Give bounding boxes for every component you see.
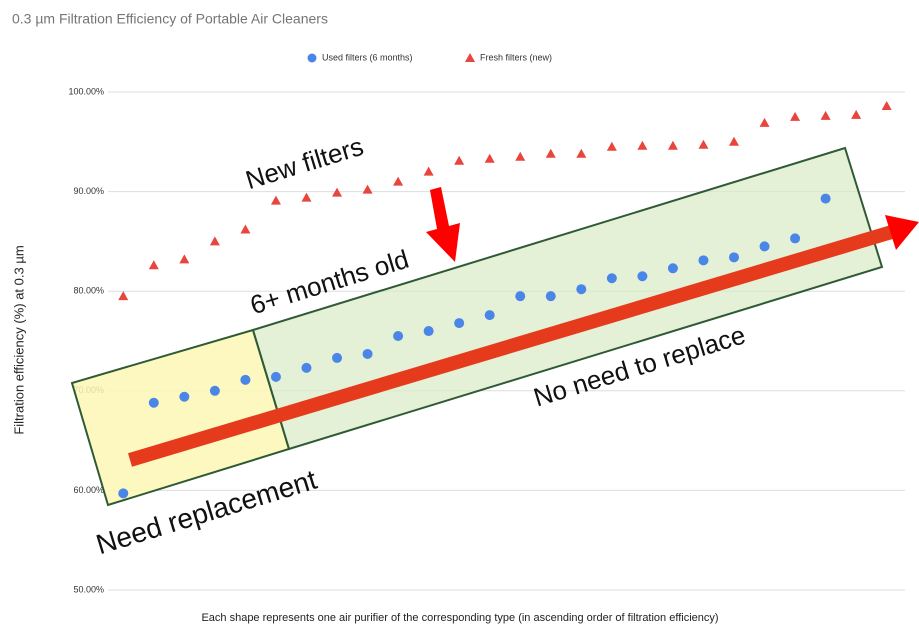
point	[118, 291, 129, 301]
point	[820, 110, 831, 120]
point	[637, 140, 648, 150]
point	[637, 271, 648, 282]
annotation: New filters	[242, 131, 367, 195]
point	[851, 109, 862, 119]
point	[393, 176, 404, 186]
point	[576, 284, 587, 295]
point	[332, 352, 343, 363]
point	[240, 374, 251, 385]
point	[270, 195, 281, 205]
y-tick-label: 80.00%	[73, 286, 104, 296]
point	[454, 318, 465, 329]
point	[148, 397, 159, 408]
point	[362, 184, 373, 194]
legend-marker	[465, 53, 475, 62]
point	[606, 141, 617, 151]
point	[148, 260, 159, 270]
points	[118, 100, 892, 499]
point	[270, 371, 281, 382]
point	[118, 488, 129, 499]
point	[301, 192, 312, 202]
down-arrow	[426, 187, 460, 262]
point	[209, 385, 220, 396]
point	[667, 263, 678, 274]
no-replace-box	[251, 146, 884, 451]
y-axis-label: Filtration efficiency (%) at 0.3 µm	[11, 245, 26, 434]
point	[759, 117, 770, 127]
point	[881, 100, 892, 110]
point	[209, 236, 220, 246]
point	[454, 155, 465, 165]
legend-label: Used filters (6 months)	[322, 52, 413, 62]
point	[759, 241, 770, 252]
point	[179, 391, 190, 402]
point	[667, 140, 678, 150]
point	[362, 348, 373, 359]
point	[576, 148, 587, 158]
point	[240, 224, 251, 234]
point	[332, 187, 343, 197]
point	[179, 254, 190, 264]
point	[515, 151, 526, 161]
point	[728, 136, 739, 146]
point	[698, 139, 709, 149]
y-tick-label: 60.00%	[73, 485, 104, 495]
y-tick-label: 90.00%	[73, 186, 104, 196]
point	[790, 233, 801, 244]
point	[484, 153, 495, 163]
chart-title: 0.3 µm Filtration Efficiency of Portable…	[12, 11, 328, 27]
overlay-shapes	[70, 146, 919, 507]
legend-marker	[307, 53, 317, 63]
point	[545, 291, 556, 302]
point	[301, 362, 312, 373]
point	[545, 148, 556, 158]
point	[728, 252, 739, 263]
legend-item: Used filters (6 months)	[307, 52, 413, 63]
legend-label: Fresh filters (new)	[480, 52, 552, 62]
point	[393, 331, 404, 342]
point	[606, 273, 617, 284]
point	[484, 310, 495, 321]
point	[423, 166, 434, 176]
point	[698, 255, 709, 266]
point	[423, 326, 434, 337]
point	[790, 111, 801, 121]
trend-arrow-head	[885, 215, 919, 250]
x-axis-label: Each shape represents one air purifier o…	[201, 612, 718, 624]
trend-arrow	[127, 224, 898, 467]
point	[515, 291, 526, 302]
y-tick-label: 50.00%	[73, 584, 104, 594]
y-tick-label: 100.00%	[68, 86, 104, 96]
legend-item: Fresh filters (new)	[465, 52, 552, 62]
point	[820, 193, 831, 204]
